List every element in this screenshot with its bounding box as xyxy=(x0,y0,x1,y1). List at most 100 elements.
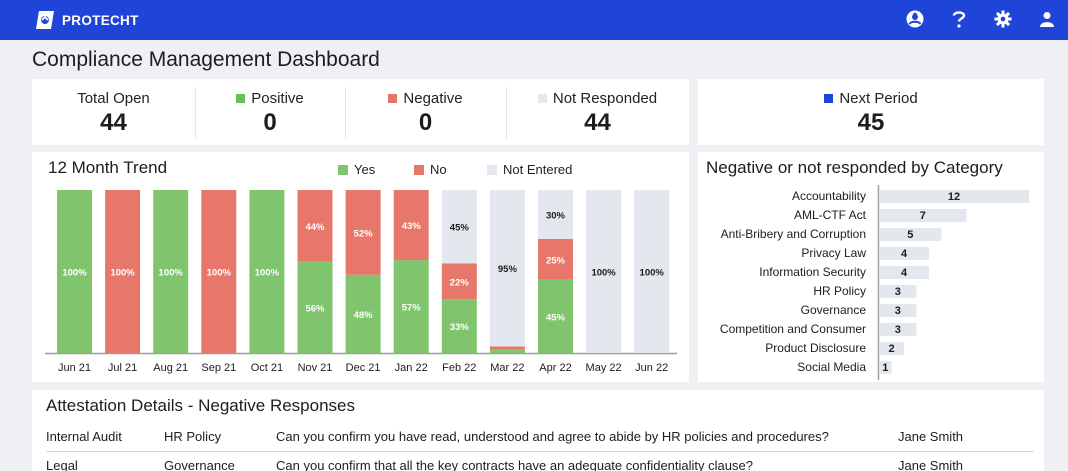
data-label: 100% xyxy=(207,268,232,279)
category-bar[interactable] xyxy=(879,361,892,374)
bar-segment[interactable] xyxy=(586,190,622,353)
bar-segment[interactable] xyxy=(538,279,573,353)
next-period-swatch xyxy=(824,93,834,103)
cell-question: Can you confirm you have read, understoo… xyxy=(276,429,829,444)
help-icon[interactable] xyxy=(948,8,970,30)
cell-policy: HR Policy xyxy=(164,429,222,444)
positive-swatch xyxy=(236,93,246,103)
data-label: 5 xyxy=(907,229,913,241)
bar-segment[interactable] xyxy=(441,263,477,300)
user-circle-icon[interactable] xyxy=(904,8,926,30)
legend-no[interactable]: No xyxy=(414,162,447,177)
stat-next-period: Next Period 45 xyxy=(698,79,1044,145)
stat-label: Next Period xyxy=(839,89,918,107)
cell-area: Legal xyxy=(46,458,78,471)
x-tick-label: Jun 21 xyxy=(58,362,91,374)
category-chart-card: Accountability 12 AML-CTF Act 7 Anti-Bribery… xyxy=(698,152,1044,382)
data-label: 100% xyxy=(159,268,184,279)
category-bar[interactable] xyxy=(879,247,929,260)
category-bar[interactable] xyxy=(879,228,942,241)
bar-segment[interactable] xyxy=(345,274,381,353)
bar-segment[interactable] xyxy=(105,190,141,353)
trend-chart: 100% Jun 21 100% Jul 21 100% Aug 21 100% Sep 21… xyxy=(45,190,677,374)
category-bar[interactable] xyxy=(879,285,917,298)
bar-segment[interactable] xyxy=(441,190,477,264)
category-bar[interactable] xyxy=(879,266,929,279)
bar-segment[interactable] xyxy=(297,261,333,353)
x-tick-label: Dec 21 xyxy=(346,362,381,374)
x-tick-label: Mar 22 xyxy=(490,362,524,374)
category-label: Social Media xyxy=(797,360,866,374)
stat-positive: Positive 0 xyxy=(195,79,345,145)
category-chart: Accountability 12 AML-CTF Act 7 Anti-Bribery… xyxy=(720,185,1029,380)
data-label: 2 xyxy=(888,343,894,355)
data-label: 100% xyxy=(62,268,87,279)
stat-label: Not Responded xyxy=(552,89,658,107)
data-label: 56% xyxy=(305,303,325,314)
table-row[interactable]: Legal Governance Can you confirm that al… xyxy=(46,451,1034,471)
bar-segment[interactable] xyxy=(393,260,429,353)
data-label: 48% xyxy=(354,310,374,321)
category-bar[interactable] xyxy=(879,190,1029,203)
stat-value: 44 xyxy=(584,109,611,136)
cell-policy: Governance xyxy=(164,458,235,471)
category-bar[interactable] xyxy=(879,323,917,336)
category-bar[interactable] xyxy=(879,304,917,317)
data-label: 3 xyxy=(895,305,901,317)
stat-value: 45 xyxy=(857,109,885,136)
category-label: Anti-Bribery and Corruption xyxy=(721,227,866,241)
x-tick-label: Oct 21 xyxy=(251,362,283,374)
legend-not-entered[interactable]: Not Entered xyxy=(487,162,572,177)
legend-label: Not Entered xyxy=(503,162,573,177)
stat-value: 0 xyxy=(263,109,277,136)
data-label: 12 xyxy=(948,191,960,203)
bar-segment[interactable] xyxy=(489,190,525,347)
category-label: Privacy Law xyxy=(801,246,866,260)
bar-segment[interactable] xyxy=(441,299,477,353)
category-bar[interactable] xyxy=(879,342,904,355)
bar-segment[interactable] xyxy=(393,190,429,261)
cell-owner: Jane Smith xyxy=(898,458,964,471)
stat-value: 44 xyxy=(100,109,127,136)
x-tick-label: May 22 xyxy=(586,362,622,374)
cell-owner: Jane Smith xyxy=(898,429,964,444)
page-title: Compliance Management Dashboard xyxy=(32,48,380,71)
negative-swatch xyxy=(388,93,398,103)
stat-label: Negative xyxy=(403,89,463,107)
gear-icon[interactable] xyxy=(992,8,1014,30)
bar-segment[interactable] xyxy=(345,190,381,275)
legend-yes[interactable]: Yes xyxy=(338,162,375,177)
data-label: 52% xyxy=(354,228,374,239)
bar-segment[interactable] xyxy=(57,190,92,353)
person-icon[interactable] xyxy=(1036,8,1058,30)
bar-segment[interactable] xyxy=(153,190,189,353)
bar-segment[interactable] xyxy=(201,190,237,353)
legend-label: Yes xyxy=(354,162,376,177)
legend-swatch-not-entered xyxy=(487,164,497,175)
legend-swatch-no xyxy=(414,164,424,175)
data-label: 22% xyxy=(450,277,470,288)
table-row[interactable]: Internal Audit HR Policy Can you confirm… xyxy=(46,422,1034,450)
bar-segment[interactable] xyxy=(249,190,285,353)
bar-segment[interactable] xyxy=(634,190,670,353)
data-label: 100% xyxy=(640,268,665,279)
summary-card: Total Open 44 Positive 0 Negative 0 Not … xyxy=(32,79,689,145)
bar-segment[interactable] xyxy=(297,190,333,262)
data-label: 4 xyxy=(901,267,908,279)
x-tick-label: Aug 21 xyxy=(153,362,188,374)
data-label: 45% xyxy=(546,312,566,323)
bar-segment[interactable] xyxy=(489,349,525,353)
brand-logo[interactable]: PROTECHT xyxy=(34,10,139,30)
bar-segment[interactable] xyxy=(538,238,573,280)
x-tick-label: Jan 22 xyxy=(395,362,428,374)
data-label: 100% xyxy=(591,268,616,279)
top-bar: PROTECHT xyxy=(0,0,1068,40)
category-bar[interactable] xyxy=(879,209,967,222)
stat-not-responded: Not Responded 44 xyxy=(506,79,689,145)
x-tick-label: Nov 21 xyxy=(298,362,333,374)
cell-question: Can you confirm that all the key contrac… xyxy=(276,458,753,471)
stat-total-open: Total Open 44 xyxy=(32,79,195,145)
data-label: 3 xyxy=(895,324,901,336)
bar-segment[interactable] xyxy=(538,190,573,239)
bar-segment[interactable] xyxy=(489,346,525,350)
